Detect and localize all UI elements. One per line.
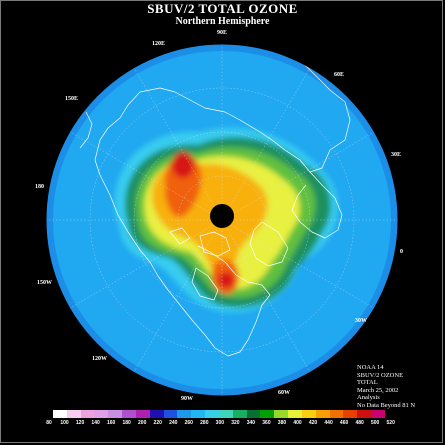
colorbar-swatch <box>205 410 219 418</box>
map-subtitle: Northern Hemisphere <box>175 16 270 27</box>
graticule <box>46 44 398 396</box>
lon-label-180: 180 <box>35 184 44 190</box>
colorbar-tick-label: 520 <box>386 420 395 426</box>
colorbar-tick-label: 260 <box>184 420 193 426</box>
coastline-hudson-bay <box>191 267 219 301</box>
lon-label-90w: 90W <box>181 396 193 402</box>
info-satellite: NOAA 14 <box>357 364 384 371</box>
lon-label-120e: 120E <box>152 41 166 47</box>
lon-label-60e: 60E <box>334 72 345 78</box>
colorbar-swatch <box>149 410 164 418</box>
colorbar-tick-label: 160 <box>106 420 116 426</box>
colorbar-swatch <box>246 410 261 418</box>
lon-label-150w: 150W <box>37 280 52 286</box>
lon-label-150e: 150E <box>65 96 79 102</box>
colorbar-swatch <box>53 410 67 418</box>
colorbar-swatch <box>177 410 192 418</box>
colorbar-swatch <box>232 410 247 418</box>
colorbar-ticks: 80 100 120 140 160 180 200 220 240 260 280 300 320 34… <box>44 420 396 426</box>
colorbar-tick-label: 140 <box>91 420 100 426</box>
colorbar-swatch <box>108 410 123 418</box>
info-type: Analysis <box>357 394 380 402</box>
info-coverage-note: No Data Beyond 81 N <box>357 401 416 409</box>
colorbar-tick-label: 120 <box>75 420 85 426</box>
colorbar-swatch <box>301 410 316 418</box>
info-quantity: TOTAL <box>357 379 378 387</box>
colorbar-swatch <box>191 410 206 418</box>
colorbar-tick-label: 480 <box>355 420 364 426</box>
colorbar-swatch <box>288 410 302 418</box>
colorbar-swatch <box>315 410 330 418</box>
coastline-arctic-islands <box>169 227 231 257</box>
polar-no-data-cap <box>210 204 234 228</box>
ozone-max-west <box>172 152 194 178</box>
colorbar-tick-label: 220 <box>153 420 162 426</box>
colorbar-tick-label: 180 <box>122 420 131 426</box>
colorbar-tick-label: 320 <box>231 420 240 426</box>
colorbar-tick-label: 300 <box>215 420 225 426</box>
coastline-greenland <box>249 221 289 267</box>
info-product: SBUV/2 OZONE <box>357 371 404 379</box>
lon-label-30e: 30E <box>391 152 402 158</box>
lon-label-30w: 30W <box>355 318 367 324</box>
colorbar-swatch <box>163 410 178 418</box>
colorbar-swatch <box>343 410 358 418</box>
colorbar-tick-label: 340 <box>246 420 256 426</box>
colorbar-tick-label: 360 <box>262 420 271 426</box>
coastline-north-america <box>99 174 271 357</box>
coastline-eurasia <box>94 59 351 176</box>
lon-label-90e: 90E <box>217 30 228 36</box>
colorbar-tick-label: 280 <box>200 420 209 426</box>
info-date: March 25, 2002 <box>357 386 399 394</box>
colorbar-tick-label: 380 <box>277 420 287 426</box>
lon-label-60w: 60W <box>278 390 290 396</box>
colorbar-swatch <box>371 410 385 418</box>
colorbar <box>53 410 385 418</box>
dataset-info-block: NOAA 14 SBUV/2 OZONE TOTAL March 25, 200… <box>357 364 415 410</box>
lon-label-0: 0 <box>400 249 403 255</box>
map-title: SBUV/2 TOTAL OZONE <box>147 1 298 16</box>
colorbar-tick-label: 200 <box>138 420 147 426</box>
colorbar-tick-label: 420 <box>308 420 318 426</box>
colorbar-swatch <box>94 410 109 418</box>
ozone-max-south <box>218 272 234 288</box>
colorbar-tick-label: 240 <box>169 420 178 426</box>
lon-label-120w: 120W <box>92 356 107 362</box>
colorbar-swatch <box>357 410 372 418</box>
colorbar-swatch <box>329 410 344 418</box>
coastlines <box>79 59 351 357</box>
colorbar-tick-label: 460 <box>339 420 349 426</box>
colorbar-tick-label: 500 <box>370 420 380 426</box>
colorbar-swatch <box>218 410 233 418</box>
colorbar-swatch <box>260 410 275 418</box>
colorbar-swatch <box>122 410 136 418</box>
map-edge <box>45 43 399 397</box>
coastline-japan <box>79 111 93 149</box>
colorbar-tick-label: 400 <box>293 420 302 426</box>
colorbar-swatch <box>80 410 95 418</box>
colorbar-swatch <box>135 410 150 418</box>
colorbar-tick-label: 100 <box>60 420 69 426</box>
colorbar-swatch <box>274 410 289 418</box>
colorbar-tick-label: 440 <box>324 420 333 426</box>
colorbar-swatch <box>66 410 81 418</box>
coastline-europe <box>291 171 343 239</box>
colorbar-tick-label: 80 <box>46 420 52 426</box>
